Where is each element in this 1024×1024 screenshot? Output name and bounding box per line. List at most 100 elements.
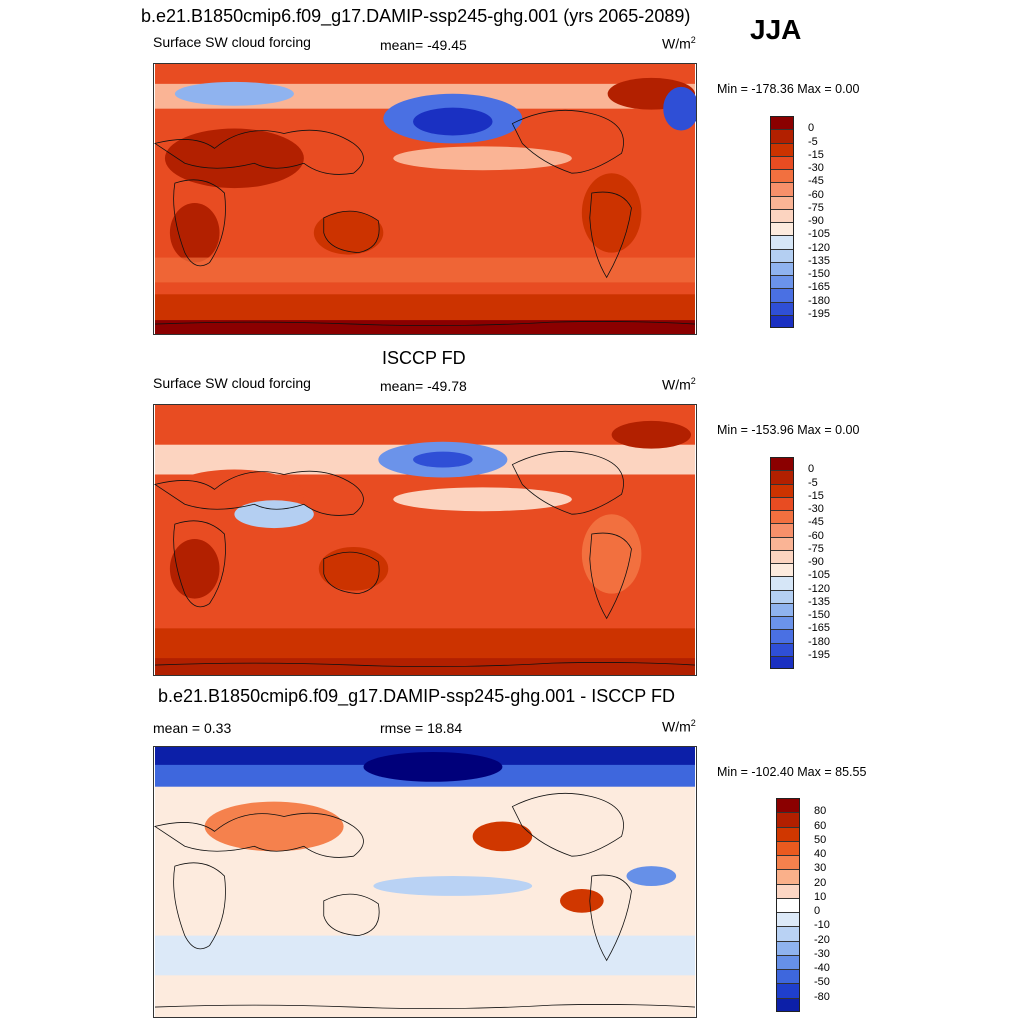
greenland [611,420,692,449]
south-america-coastline [589,874,632,962]
colorbar-swatch [770,129,794,143]
colorbar-swatch [770,301,794,315]
colorbar-tick-label: -60 [808,529,824,542]
siberia-cloud [174,81,294,106]
tropical-negative [373,876,533,896]
south-america-coastline [589,532,632,620]
antarctica [155,320,695,334]
panel-1-units: W/m2 [662,35,696,52]
colorbar-tick-label: -120 [808,582,831,595]
south-america-coastline [589,191,632,279]
polar-min [363,751,503,782]
colorbar-frame [770,116,794,328]
panel-1-minmax: Min = -178.36 Max = 0.00 [717,82,860,96]
colorbar-swatch [770,235,794,249]
panel-2-minmax: Min = -153.96 Max = 0.00 [717,423,860,437]
colorbar-swatch [770,169,794,183]
panel-1-map-svg [154,64,696,334]
colorbar-swatch [770,248,794,262]
panel-1-colorbar: 0 -5 -15 -30 -45 -60 -75 -90 -105 -120 -135 -150 -16… [770,116,830,328]
colorbar-swatch [770,496,794,510]
colorbar-tick-label: -75 [808,542,824,555]
panel-3-colorbar: 80 60 50 40 30 20 10 0 -10 -20 -30 -40 -50 -80 [776,798,830,1012]
colorbar-tick-label: -90 [808,556,824,568]
australia-coastline [323,893,380,937]
colorbar-tick-label: -20 [814,933,830,946]
colorbar-swatch [776,969,800,984]
colorbar-swatch [776,912,800,927]
panel-2-mean-label: mean= -49.78 [380,378,467,394]
itcz-pacific [393,487,572,512]
colorbar-tick-label: 80 [814,805,827,818]
panel-3-map-svg [154,747,696,1017]
colorbar-swatch [770,470,794,484]
panel-2-units: W/m2 [662,376,696,393]
colorbar-swatch [770,589,794,603]
colorbar-tick-label: -180 [808,635,831,648]
colorbar-tick-label: -30 [814,947,830,960]
colorbar-swatch [770,195,794,209]
npacific-core [413,107,493,136]
north-america-coastline [511,792,624,857]
colorbar-tick-label: 0 [808,122,815,135]
colorbar-swatch [776,983,800,998]
natlantic-low [663,86,696,131]
panel-3-units: W/m2 [662,718,696,735]
colorbar-swatch [770,222,794,236]
colorbar-tick-label: -165 [808,622,831,635]
colorbar-swatch [776,812,800,827]
colorbar-tick-label: -195 [808,648,831,661]
colorbar-swatch [770,288,794,302]
andes-positive [560,888,604,913]
colorbar-tick-label: -150 [808,609,831,621]
colorbar-swatch [770,142,794,156]
colorbar-frame [776,798,800,1012]
colorbar-swatch [770,275,794,289]
colorbar-tick-label: -45 [808,175,824,188]
colorbar-tick-label: 10 [814,890,827,903]
colorbar-swatch [770,155,794,169]
colorbar-swatch [776,897,800,913]
southern-negative [155,935,695,976]
colorbar-swatch [770,576,794,590]
colorbar-swatch [770,642,794,656]
south-america [581,514,642,594]
colorbar-tick-label: 50 [814,833,827,846]
panel-3-mean-label: mean = 0.33 [153,720,232,736]
colorbar-tick-label: -10 [814,919,830,932]
colorbar-tick-label: -165 [808,281,831,294]
colorbar-swatch [776,940,800,955]
colorbar-tick-label: -5 [808,135,818,148]
north-america-coastline [511,450,624,515]
eurasia-coastline [154,470,364,516]
colorbar-swatch [770,655,794,669]
colorbar-swatch [770,261,794,275]
australia [318,546,389,591]
colorbar-tick-label: -50 [814,976,830,989]
asia-positive [204,801,344,852]
panel-2-map-svg [154,405,696,675]
colorbar-tick-label: -45 [808,516,824,529]
colorbar-tick-label: 0 [808,463,815,476]
colorbar-swatch [770,314,794,328]
colorbar-tick-label: -90 [808,215,824,227]
panel-1-variable-label: Surface SW cloud forcing [153,34,311,50]
colorbar-tick-label: -60 [808,188,824,201]
panel-1-mean-label: mean= -49.45 [380,37,467,53]
panel-1-title: b.e21.B1850cmip6.f09_g17.DAMIP-ssp245-gh… [141,6,691,26]
colorbar-swatch [776,997,800,1012]
colorbar-tick-label: -120 [808,241,831,254]
colorbar-tick-label: -150 [808,268,831,280]
colorbar-tick-label: 40 [814,848,827,861]
colorbar-tick-label: -135 [808,595,831,608]
colorbar-swatch [776,840,800,856]
colorbar-swatch [770,563,794,577]
colorbar-tick-label: -75 [808,201,824,214]
panel-3-minmax: Min = -102.40 Max = 85.55 [717,765,867,779]
colorbar-tick-label: -105 [808,569,831,582]
season-label: JJA [750,14,802,45]
colorbar-tick-label: -195 [808,307,831,320]
colorbar-swatch [776,883,800,898]
north-america-coastline [511,109,624,174]
antarctica-coastline [154,662,696,668]
